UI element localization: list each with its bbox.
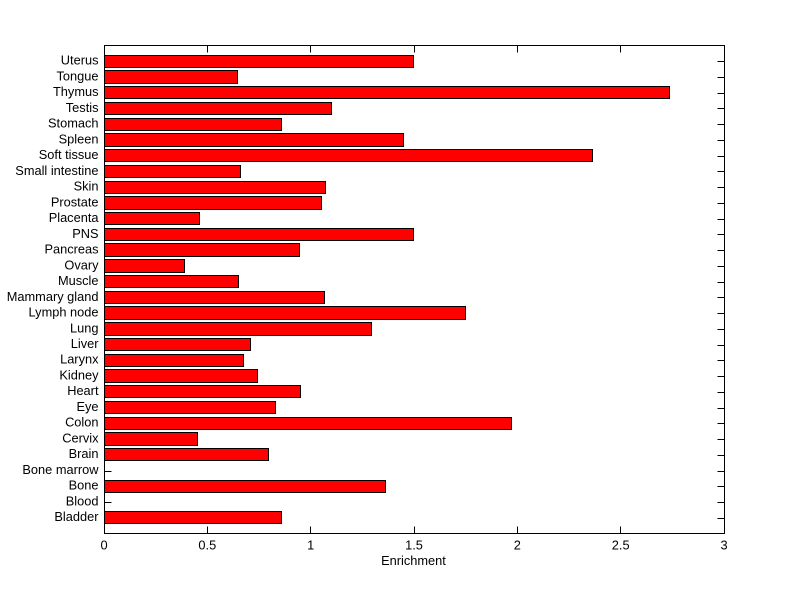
svg-text:Spleen: Spleen [59, 131, 99, 146]
svg-text:Placenta: Placenta [49, 210, 100, 225]
svg-text:Uterus: Uterus [61, 53, 99, 68]
svg-text:Tongue: Tongue [57, 68, 99, 83]
svg-text:Colon: Colon [65, 415, 98, 430]
svg-text:Bone marrow: Bone marrow [22, 462, 99, 477]
svg-text:Kidney: Kidney [59, 367, 99, 382]
svg-text:Skin: Skin [74, 179, 99, 194]
svg-text:Small intestine: Small intestine [15, 163, 98, 178]
svg-text:2.5: 2.5 [612, 538, 630, 553]
svg-text:Larynx: Larynx [60, 352, 99, 367]
svg-text:1.5: 1.5 [405, 538, 423, 553]
svg-text:Bone: Bone [69, 478, 99, 493]
svg-text:Eye: Eye [76, 399, 98, 414]
svg-text:Blood: Blood [66, 493, 99, 508]
svg-text:Pancreas: Pancreas [44, 242, 98, 257]
svg-text:Brain: Brain [69, 446, 99, 461]
svg-text:Thymus: Thymus [53, 84, 99, 99]
svg-text:Heart: Heart [67, 383, 99, 398]
svg-text:Enrichment: Enrichment [381, 553, 446, 568]
svg-text:Prostate: Prostate [51, 194, 99, 209]
svg-text:Mammary gland: Mammary gland [7, 289, 99, 304]
svg-text:2: 2 [514, 538, 521, 553]
svg-text:3: 3 [720, 538, 727, 553]
svg-text:Soft tissue: Soft tissue [39, 147, 99, 162]
svg-text:Stomach: Stomach [48, 116, 99, 131]
svg-text:0: 0 [100, 538, 107, 553]
svg-text:Bladder: Bladder [54, 509, 99, 524]
svg-text:Lung: Lung [70, 320, 98, 335]
svg-text:0.5: 0.5 [198, 538, 216, 553]
svg-text:Testis: Testis [66, 100, 99, 115]
svg-text:Liver: Liver [71, 336, 99, 351]
svg-text:Lymph node: Lymph node [29, 305, 99, 320]
svg-text:1: 1 [307, 538, 314, 553]
svg-text:Ovary: Ovary [64, 257, 99, 272]
svg-text:PNS: PNS [72, 226, 98, 241]
svg-text:Muscle: Muscle [58, 273, 99, 288]
svg-text:Cervix: Cervix [62, 430, 99, 445]
